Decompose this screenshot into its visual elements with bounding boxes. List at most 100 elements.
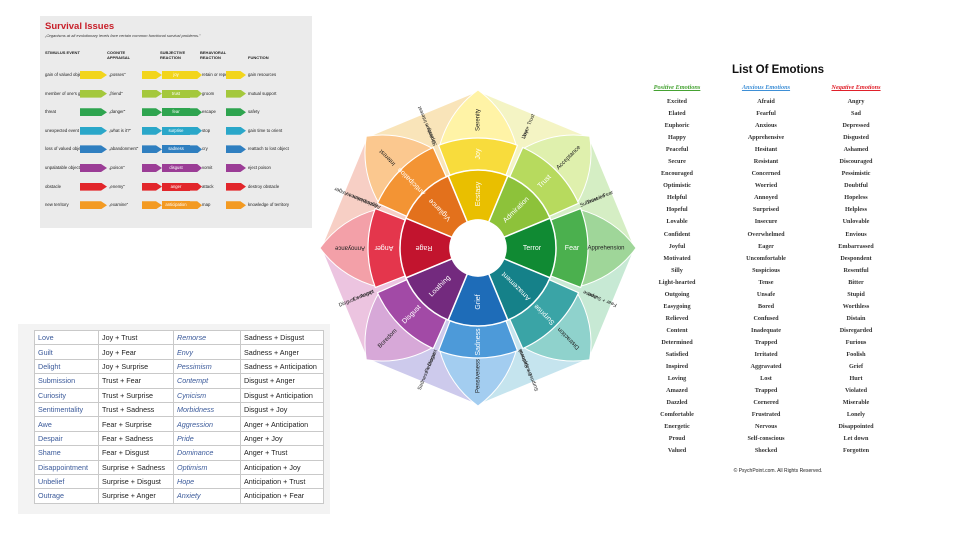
survival-reaction: surprise: [162, 126, 190, 135]
petal-inner-label: Ecstasy: [475, 181, 482, 206]
table-cell: Surprise + Anger: [98, 488, 174, 504]
survival-event: unexpected event: [45, 127, 79, 133]
emotion-item: Light-hearted: [658, 278, 696, 286]
survival-arrow: [226, 182, 246, 191]
emotion-column-header: Positive Emotions: [653, 84, 701, 91]
table-cell: Envy: [173, 344, 241, 360]
survival-reaction: sadness: [162, 145, 190, 154]
emotion-item: Envious: [845, 230, 867, 238]
table-row: Submission Trust + Fear Contempt Disgust + …: [34, 373, 324, 389]
emotion-item: Joyful: [668, 242, 686, 250]
emotion-item: Cornered: [753, 399, 779, 407]
survival-event: obstacle: [45, 183, 62, 189]
table-cell: Outrage: [34, 488, 99, 504]
survival-event: loss of valued object: [45, 146, 84, 152]
survival-arrow: [190, 182, 202, 191]
table-cell: Trust + Fear: [98, 373, 174, 389]
emotion-item: Aggravated: [750, 363, 782, 371]
emotion-item: Amazed: [666, 387, 688, 395]
table-cell: Optimism: [173, 459, 241, 475]
list-of-emotions-panel: List Of Emotions Positive Emotions Excite…: [640, 60, 958, 480]
survival-arrow: [226, 108, 246, 117]
emotion-item: Unlovable: [842, 218, 870, 226]
survival-appraisal: „posses": [109, 72, 126, 77]
table-row: Disappointment Surprise + Sadness Optimism…: [34, 459, 324, 475]
survival-reaction: fear: [162, 108, 190, 117]
emotion-item: Bored: [757, 302, 775, 310]
emotion-item: Hesitant: [754, 146, 778, 154]
survival-arrow: [190, 89, 202, 98]
petal-middle-label: Fear: [565, 245, 580, 252]
emotion-item: Silly: [671, 266, 683, 274]
survival-arrow: [190, 145, 202, 154]
survival-behavior: escape: [202, 109, 216, 115]
survival-arrow: [226, 126, 246, 135]
emotion-item: Satisfied: [665, 350, 689, 358]
emotion-item: Dazzled: [666, 399, 688, 407]
emotion-item: Easygoing: [663, 302, 691, 310]
survival-behavior: map: [202, 202, 211, 208]
survival-event: threat: [45, 109, 56, 115]
survival-arrow: [142, 89, 162, 98]
emotion-item: Euphoric: [664, 122, 690, 130]
emotion-item: Concerned: [751, 170, 781, 178]
survival-arrow: [226, 145, 246, 154]
survival-arrow: [226, 201, 246, 210]
table-cell: Disgust + Anger: [240, 373, 324, 389]
emotion-item: Tense: [758, 278, 774, 286]
dyad-label: Awe: [587, 290, 599, 299]
emotion-item: Despondent: [840, 254, 872, 262]
emotion-item: Energetic: [664, 423, 690, 431]
emotion-item: Secure: [668, 158, 686, 166]
emotion-item: Helpless: [844, 206, 867, 214]
emotion-item: Violated: [844, 387, 868, 395]
table-cell: Surprise + Disgust: [98, 473, 174, 490]
table-cell: Morbidness: [173, 401, 241, 418]
emotion-item: Ashamed: [843, 146, 869, 154]
survival-function: mutual support: [248, 90, 277, 96]
petal-outer: [364, 134, 435, 205]
emotion-item: Valued: [667, 447, 687, 455]
survival-arrow: [80, 182, 107, 191]
survival-arrow: [190, 201, 202, 210]
survival-title: Survival Issues: [45, 21, 115, 32]
emotion-item: Furious: [845, 338, 867, 346]
table-row: Awe Fear + Surprise Aggression Anger + Anti…: [34, 416, 324, 432]
emotion-item: Irritated: [754, 350, 778, 358]
survival-function: destroy obstacle: [248, 183, 280, 189]
survival-arrow: [226, 71, 246, 79]
survival-arrow: [142, 201, 162, 210]
emotion-item: Inspired: [665, 363, 689, 371]
table-cell: Disgust + Anticipation: [240, 387, 324, 403]
emotion-item: Afraid: [757, 98, 775, 105]
emotion-item: Self-conscious: [747, 435, 785, 443]
table-cell: Anger + Joy: [240, 430, 324, 447]
survival-function: gain resources: [248, 72, 277, 77]
table-cell: Anticipation + Joy: [240, 459, 324, 475]
table-cell: Pride: [173, 430, 241, 447]
survival-reaction: joy: [162, 71, 190, 79]
table-row: Love Joy + Trust Remorse Sadness + Disgust: [34, 329, 324, 346]
survival-arrow: [190, 126, 202, 135]
petal-outer-label: Serenity: [476, 109, 482, 131]
petal-outer: [521, 291, 592, 362]
petal-inner-label: Terror: [523, 245, 542, 252]
survival-appraisal: „poison": [109, 165, 125, 170]
table-cell: Joy + Trust: [98, 329, 174, 346]
table-cell: Trust + Surprise: [98, 387, 174, 403]
emotion-item: Worthless: [842, 302, 870, 310]
petal-outer: [364, 291, 435, 362]
survival-behavior: retain or repeat: [202, 72, 232, 77]
table-cell: Surprise + Sadness: [98, 459, 174, 475]
emotion-item: Happy: [668, 134, 686, 142]
dyad-label: Love: [521, 127, 531, 140]
table-row: Guilt Joy + Fear Envy Sadness + Anger: [34, 344, 324, 360]
petal-outer: [438, 348, 518, 407]
emotion-item: Excited: [667, 98, 687, 105]
survival-function: reattach to lost object: [248, 146, 289, 152]
survival-arrow: [80, 89, 107, 98]
emotion-wheel-svg: EcstasyJoySerenityAdmirationTrustAccepta…: [319, 89, 637, 407]
emotion-item: Frustrated: [751, 411, 781, 419]
emotion-item: Motivated: [663, 254, 691, 262]
emotion-item: Nervous: [755, 423, 777, 431]
